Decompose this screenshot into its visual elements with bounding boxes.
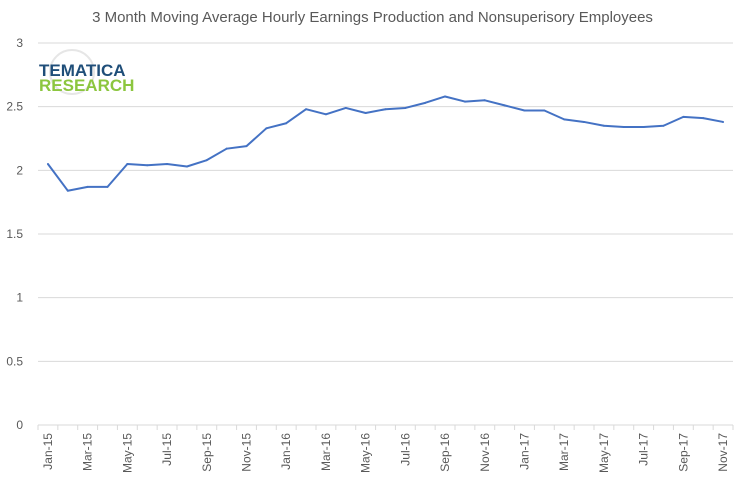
logo-text-research: RESEARCH bbox=[39, 76, 134, 95]
data-point bbox=[305, 108, 308, 111]
logo-text-tematica: TEMATICA bbox=[39, 61, 126, 80]
x-tick-label: Nov-16 bbox=[478, 433, 492, 472]
data-point bbox=[324, 113, 327, 116]
x-tick-label: Jul-16 bbox=[398, 433, 412, 466]
data-point bbox=[285, 122, 288, 125]
data-point bbox=[483, 99, 486, 102]
x-axis: Jan-15 Mar-15 May-15 Jul-15 Sep-15 Nov-15 Jan-… bbox=[37, 424, 734, 473]
y-tick-label: 1 bbox=[16, 291, 23, 305]
x-tick-label: Sep-17 bbox=[676, 433, 690, 472]
gridlines bbox=[38, 42, 733, 362]
data-point bbox=[344, 106, 347, 109]
data-point bbox=[146, 164, 149, 167]
logo-mark bbox=[49, 49, 95, 95]
logo: TEMATICA RESEARCH bbox=[39, 49, 134, 95]
data-point bbox=[563, 118, 566, 121]
data-point bbox=[245, 145, 248, 148]
data-point bbox=[46, 162, 49, 165]
data-point bbox=[642, 126, 645, 129]
y-tick-label: 2.5 bbox=[6, 100, 23, 114]
x-tick-label: Mar-15 bbox=[81, 433, 95, 471]
series-layer bbox=[46, 95, 725, 192]
x-tick-label: May-15 bbox=[120, 433, 134, 473]
data-point bbox=[185, 165, 188, 168]
y-tick-label: 3 bbox=[16, 36, 23, 50]
data-point bbox=[66, 189, 69, 192]
data-point bbox=[126, 162, 129, 165]
data-point bbox=[543, 109, 546, 112]
x-tick-label: Mar-16 bbox=[319, 433, 333, 471]
data-point bbox=[86, 185, 89, 188]
data-point bbox=[404, 106, 407, 109]
x-tick-label: Jan-16 bbox=[279, 433, 293, 470]
y-tick-label: 1.5 bbox=[6, 227, 23, 241]
x-tick-label: Jan-15 bbox=[41, 433, 55, 470]
x-tick-label: Nov-15 bbox=[240, 433, 254, 472]
data-point bbox=[523, 109, 526, 112]
chart-title: 3 Month Moving Average Hourly Earnings P… bbox=[92, 9, 653, 26]
data-point bbox=[602, 124, 605, 127]
x-tick-label: Jul-17 bbox=[637, 433, 651, 466]
x-tick-label: May-17 bbox=[597, 433, 611, 473]
x-tick-label: Mar-17 bbox=[557, 433, 571, 471]
data-point bbox=[205, 159, 208, 162]
x-tick-label: Jan-17 bbox=[518, 433, 532, 470]
data-point bbox=[702, 117, 705, 120]
data-point bbox=[444, 95, 447, 98]
data-point bbox=[424, 101, 427, 104]
data-point bbox=[166, 162, 169, 165]
data-point bbox=[265, 127, 268, 130]
x-tick-label: May-16 bbox=[359, 433, 373, 473]
data-point bbox=[682, 115, 685, 118]
y-tick-label: 0.5 bbox=[6, 354, 23, 368]
x-tick-label: Jul-15 bbox=[160, 433, 174, 466]
data-point bbox=[225, 147, 228, 150]
data-point bbox=[503, 104, 506, 107]
y-axis: 0 0.5 1 1.5 2 2.5 3 bbox=[6, 36, 23, 432]
x-tick-label: Sep-16 bbox=[438, 433, 452, 472]
x-tick-label: Sep-15 bbox=[200, 433, 214, 472]
data-point bbox=[463, 100, 466, 103]
data-point bbox=[622, 126, 625, 129]
data-point bbox=[106, 185, 109, 188]
data-point bbox=[384, 108, 387, 111]
data-point bbox=[722, 120, 725, 123]
data-point bbox=[583, 120, 586, 123]
x-tick-label: Nov-17 bbox=[716, 433, 730, 472]
y-tick-label: 0 bbox=[16, 418, 23, 432]
series-line bbox=[47, 95, 724, 192]
y-tick-label: 2 bbox=[16, 163, 23, 177]
data-point bbox=[662, 124, 665, 127]
data-point bbox=[364, 112, 367, 115]
